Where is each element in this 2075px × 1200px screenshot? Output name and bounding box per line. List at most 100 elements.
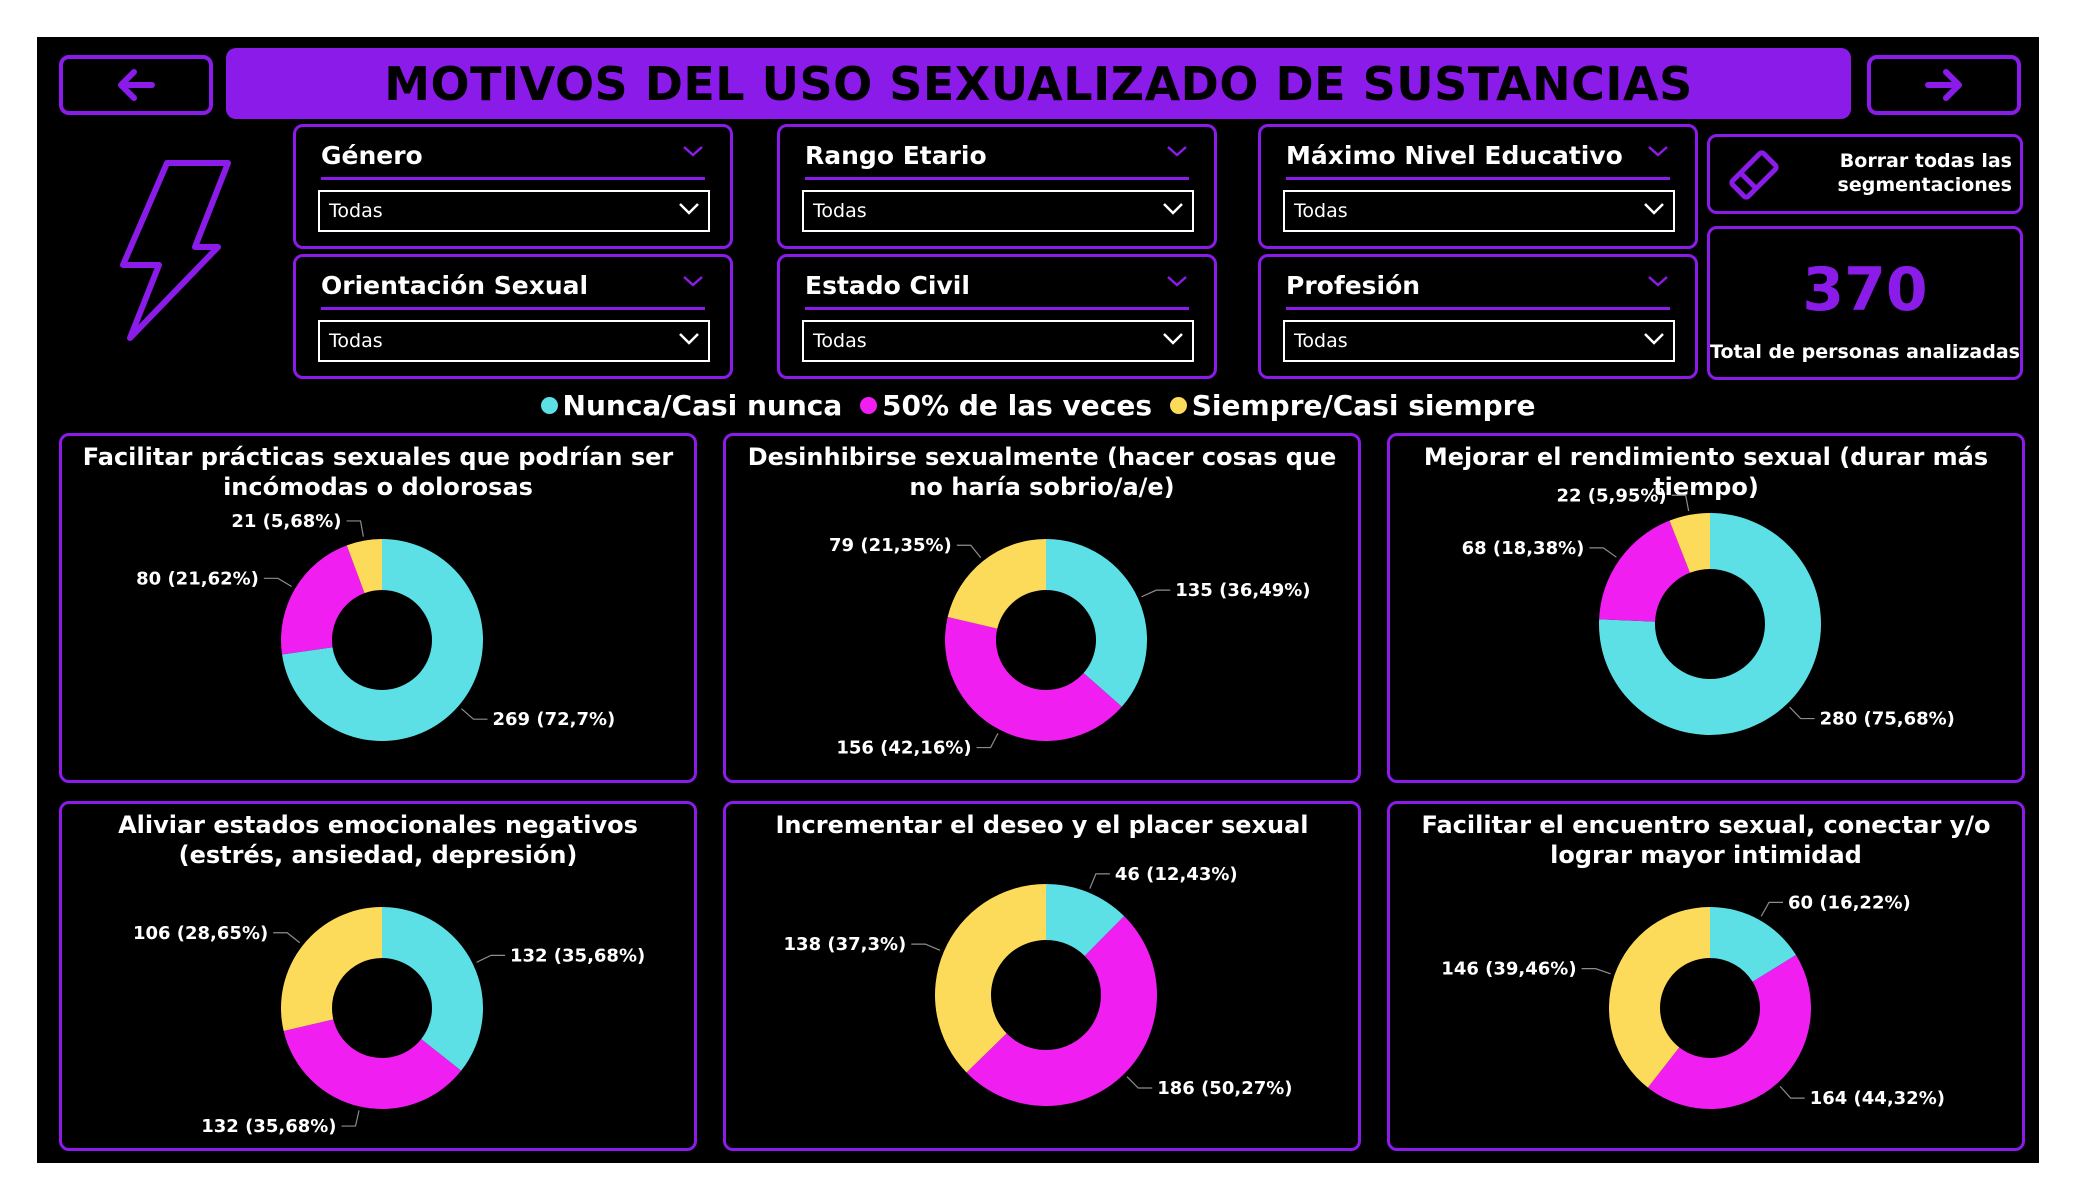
legend-label: Siempre/Casi siempre — [1191, 389, 1536, 422]
legend-item-mitad: 50% de las veces — [860, 389, 1152, 422]
leader-line — [1141, 589, 1171, 598]
slice-siempre[interactable] — [935, 884, 1046, 1073]
filter-label: Estado Civil — [805, 271, 970, 300]
donut-chart: 280 (75,68%) 68 (18,38%) 22 (5,95%) — [1462, 485, 1955, 735]
slice-nunca[interactable] — [1710, 907, 1797, 982]
divider — [321, 177, 705, 180]
slice-mitad[interactable] — [283, 1019, 462, 1109]
filter-select[interactable]: Todas — [802, 320, 1194, 362]
data-label: 146 (39,46%) — [1441, 959, 1576, 980]
filter-label: Orientación Sexual — [321, 271, 589, 300]
slice-siempre[interactable] — [1669, 513, 1710, 573]
slice-mitad[interactable] — [945, 617, 1122, 741]
chevron-down-icon[interactable] — [1647, 145, 1669, 157]
slice-mitad[interactable] — [1599, 520, 1690, 622]
leader-line — [1671, 494, 1690, 512]
chevron-down-icon[interactable] — [682, 275, 704, 287]
legend-marker — [540, 397, 558, 414]
divider — [1286, 307, 1670, 310]
chevron-down-icon — [1644, 333, 1664, 345]
donut-chart: 46 (12,43%) 186 (50,27%) 138 (37,3%) — [784, 864, 1293, 1106]
filter-select[interactable]: Todas — [318, 190, 710, 232]
leader-line — [461, 708, 488, 720]
slice-siempre[interactable] — [1609, 907, 1710, 1088]
data-label: 280 (75,68%) — [1820, 709, 1955, 730]
chevron-down-icon[interactable] — [1647, 275, 1669, 287]
slice-mitad[interactable] — [281, 545, 365, 655]
leader-line — [263, 577, 292, 587]
chart-panel-2: Desinhibirse sexualmente (hacer cosas qu… — [723, 433, 1361, 783]
slice-siempre[interactable] — [947, 539, 1046, 629]
slice-siempre[interactable] — [346, 539, 382, 594]
kpi-label: Total de personas analizadas — [1710, 341, 2020, 363]
slice-nunca[interactable] — [1046, 539, 1147, 707]
data-label: 21 (5,68%) — [231, 511, 341, 532]
data-label: 269 (72,7%) — [493, 709, 616, 730]
filter-estado-civil[interactable]: Estado Civil Todas — [777, 254, 1217, 379]
filter-select[interactable]: Todas — [802, 190, 1194, 232]
donut-chart: 132 (35,68%) 132 (35,68%) 106 (28,65%) — [133, 907, 645, 1137]
slice-mitad[interactable] — [1647, 955, 1811, 1109]
data-label: 80 (21,62%) — [136, 568, 259, 589]
data-label: 46 (12,43%) — [1115, 864, 1238, 885]
chevron-down-icon — [1644, 203, 1664, 215]
legend-item-nunca: Nunca/Casi nunca — [540, 389, 842, 422]
filter-genero[interactable]: Género Todas — [293, 124, 733, 249]
leader-line — [911, 943, 941, 951]
leader-line — [976, 733, 999, 749]
divider — [1286, 177, 1670, 180]
lightning-bolt-icon — [120, 160, 231, 341]
divider — [805, 177, 1189, 180]
chart-title: Desinhibirse sexualmente (hacer cosas qu… — [747, 443, 1337, 501]
slice-nunca[interactable] — [1046, 884, 1125, 956]
donut-chart: 135 (36,49%) 156 (42,16%) 79 (21,35%) — [829, 535, 1310, 758]
arrow-right-icon — [1925, 69, 1962, 101]
filter-value: Todas — [813, 200, 867, 222]
chevron-down-icon — [679, 203, 699, 215]
filter-orientacion-sexual[interactable]: Orientación Sexual Todas — [293, 254, 733, 379]
leader-line — [1779, 1085, 1805, 1099]
data-label: 132 (35,68%) — [201, 1116, 336, 1137]
leader-line — [1760, 901, 1784, 917]
filter-value: Todas — [813, 330, 867, 352]
chevron-down-icon — [679, 333, 699, 345]
filter-nivel-educativo[interactable]: Máximo Nivel Educativo Todas — [1258, 124, 1698, 249]
leader-line — [1581, 968, 1611, 975]
data-label: 106 (28,65%) — [133, 923, 268, 944]
leader-line — [341, 1110, 360, 1127]
divider — [321, 307, 705, 310]
leader-line — [1789, 706, 1815, 720]
arrow-left-icon — [118, 69, 155, 101]
filter-rango-etario[interactable]: Rango Etario Todas — [777, 124, 1217, 249]
slice-mitad[interactable] — [966, 916, 1157, 1106]
filter-select[interactable]: Todas — [1283, 190, 1675, 232]
clear-filters-label: segmentaciones — [1837, 174, 2012, 196]
chevron-down-icon[interactable] — [1166, 145, 1188, 157]
data-label: 135 (36,49%) — [1175, 580, 1310, 601]
filter-select[interactable]: Todas — [318, 320, 710, 362]
back-button[interactable] — [59, 55, 213, 115]
data-label: 138 (37,3%) — [784, 934, 907, 955]
slice-siempre[interactable] — [281, 907, 382, 1031]
legend-item-siempre: Siempre/Casi siempre — [1169, 389, 1536, 422]
chevron-down-icon[interactable] — [682, 145, 704, 157]
filter-profesion[interactable]: Profesión Todas — [1258, 254, 1698, 379]
slice-nunca[interactable] — [382, 907, 483, 1071]
slice-nunca[interactable] — [1599, 513, 1821, 735]
leader-line — [346, 520, 364, 537]
eraser-icon — [1729, 150, 1779, 200]
chart-legend: Nunca/Casi nunca 50% de las veces Siempr… — [37, 389, 2039, 422]
data-label: 79 (21,35%) — [829, 535, 952, 556]
slice-nunca[interactable] — [282, 539, 483, 741]
clear-filters-button[interactable]: Borrar todas las segmentaciones — [1707, 134, 2023, 214]
filter-select[interactable]: Todas — [1283, 320, 1675, 362]
filter-label: Rango Etario — [805, 141, 987, 170]
forward-button[interactable] — [1867, 55, 2021, 115]
legend-marker — [1169, 397, 1187, 414]
chevron-down-icon[interactable] — [1166, 275, 1188, 287]
chart-title: Mejorar el rendimiento sexual (durar más… — [1423, 443, 1989, 501]
data-label: 132 (35,68%) — [510, 945, 645, 966]
data-label: 68 (18,38%) — [1462, 538, 1585, 559]
donut-chart: 269 (72,7%) 80 (21,62%) 21 (5,68%) — [136, 511, 616, 741]
filter-value: Todas — [329, 200, 383, 222]
